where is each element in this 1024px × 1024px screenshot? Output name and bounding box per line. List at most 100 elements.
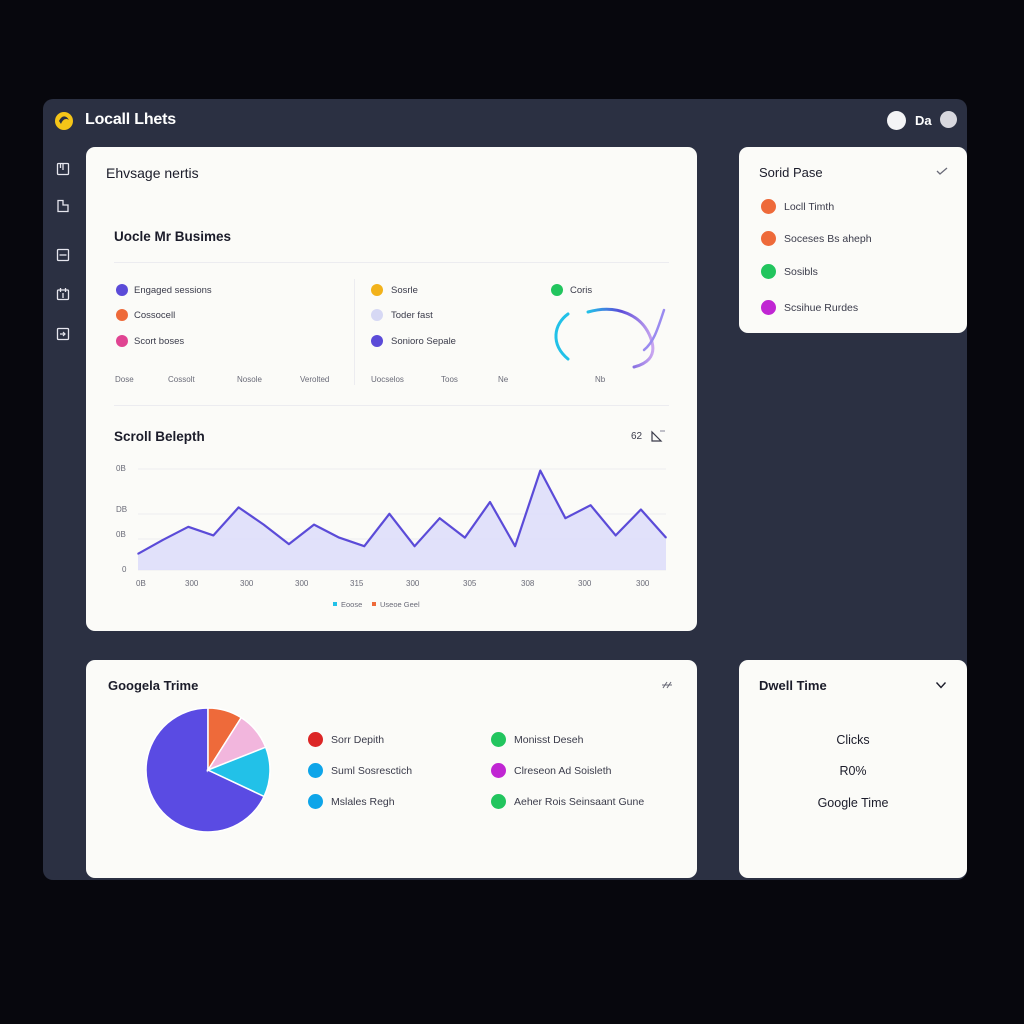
legend-label: Mslales Regh [331,796,395,808]
divider [114,405,669,406]
calendar-icon[interactable] [56,287,70,301]
data-point [438,517,441,519]
data-point [539,469,542,472]
avatar[interactable] [940,111,957,128]
top-bar: Locall Lhets Da [43,99,967,145]
x-tick-label: 0B [136,579,146,588]
data-point [640,508,642,511]
legend-dot [116,309,128,321]
session-item[interactable]: Sosibls [784,266,818,278]
status-toggle[interactable] [887,111,906,130]
pie-chart [145,707,271,833]
x-tick-label: 315 [350,579,364,588]
session-item[interactable]: Locll Timth [784,201,835,213]
legend-dot [116,335,128,347]
data-point [464,536,466,539]
card-title: Sorid Pase [759,165,823,180]
session-item[interactable]: Soceses Bs aheph [784,233,872,245]
footer-label: Cossolt [168,375,195,384]
y-tick-label: 0B [116,464,126,473]
list-icon[interactable] [56,248,70,262]
data-point [665,536,667,539]
scroll-depth-title: Scroll Belepth [114,429,205,444]
x-tick-label: 300 [578,579,592,588]
data-point [489,501,491,503]
data-point [237,506,240,509]
play-icon [761,300,776,315]
legend-label: Scort boses [134,336,185,347]
legend-label: Monisst Deseh [514,734,584,746]
session-item[interactable]: Scsihue Rurdes [784,302,859,314]
legend-dot [491,794,506,809]
dwell-time-card: Dwell Time Clicks R0% Google Time [739,660,967,878]
file-icon[interactable] [56,199,70,213]
item-icon [761,199,776,214]
footer-label: Uocselos [371,375,404,384]
divider [354,279,355,385]
check-icon[interactable] [935,166,949,176]
x-tick-label: 300 [185,579,199,588]
data-point [413,545,416,548]
x-tick-label: 300 [240,579,254,588]
chevron-down-icon[interactable] [935,680,947,690]
legend-dot [116,284,128,296]
pie-card: Googela Trime Sorr Depith Suml Sosrescti… [86,660,697,878]
x-tick-label: 308 [521,579,535,588]
legend-dot [371,309,383,321]
x-tick-label: 305 [463,579,477,588]
section-title: Uocle Mr Busimes [114,229,232,244]
engagement-card: Ehvsage nertis Uocle Mr Busimes Engaged … [86,147,697,631]
data-point [514,545,516,548]
data-point [212,534,215,537]
data-point [363,545,366,548]
footer-label: Nosole [237,375,262,384]
arc-gauge [554,307,666,369]
footer-label: Verolted [300,375,330,384]
data-point [162,538,164,541]
logo-icon [55,112,73,130]
legend-dot [551,284,563,296]
legend-label: Sonioro Sepale [391,336,456,347]
legend-label: Toder fast [391,310,433,321]
app-title: Locall Lhets [85,111,176,128]
legend-label: Clreseon Ad Soisleth [514,765,612,777]
x-tick-label: 300 [636,579,650,588]
card-title: Googela Trime [108,678,199,693]
item-icon [761,231,776,246]
chart-toolbar-value: 62 [631,431,643,442]
data-point [338,536,340,539]
data-point [589,504,592,506]
card-title: Dwell Time [759,678,827,693]
legend-dot [308,794,323,809]
bookmark-icon[interactable] [56,162,70,176]
footer-label: Nb [595,375,606,384]
legend-swatch [333,602,337,606]
y-tick-label: 0B [116,530,126,539]
scroll-depth-chart: 0B DB 0B 0 0B 300 300 300 315 300 305 30… [116,464,667,609]
sidebar [43,145,85,880]
legend-swatch [372,602,376,606]
legend-dot [371,284,383,296]
dwell-line: Clicks [836,733,870,747]
legend-label: Engaged sessions [134,285,212,296]
card-header: Ehvsage nertis [106,165,199,181]
dwell-line: Google Time [817,796,889,810]
data-point [262,523,265,526]
expand-icon[interactable] [649,428,667,444]
user-initials: Da [915,113,932,128]
footer-label: Dose [115,375,134,384]
data-point [288,543,290,545]
x-tick-label: 300 [406,579,420,588]
sparkle-icon[interactable] [660,678,674,692]
legend-dot [491,732,506,747]
area-line [137,469,667,555]
export-icon[interactable] [56,327,70,341]
y-tick-label: 0 [122,565,127,574]
data-point [313,523,315,526]
x-tick-label: 300 [295,579,309,588]
legend-dot [371,335,383,347]
legend-label: Suml Sosresctich [331,765,413,777]
legend-dot [491,763,506,778]
legend-label: Eoose [341,600,362,609]
legend-label: Sosrle [391,285,418,296]
